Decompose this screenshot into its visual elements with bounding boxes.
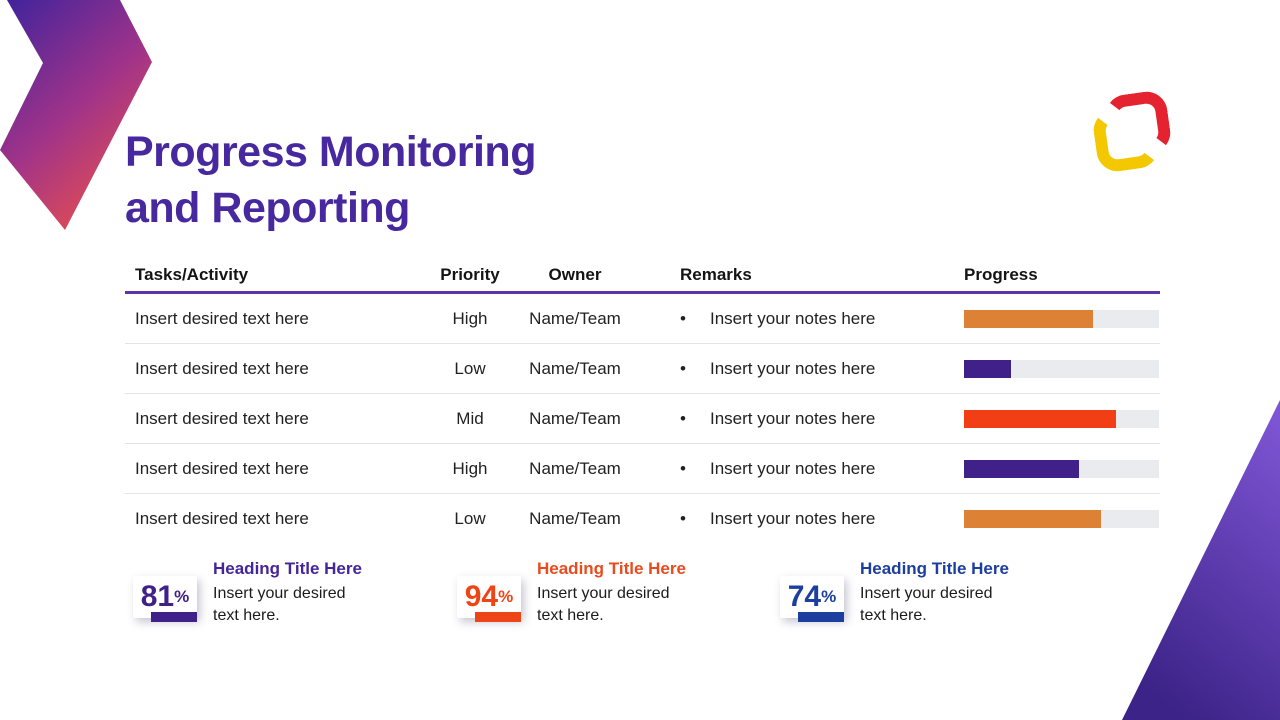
stat-value: 74 (787, 580, 822, 613)
owner-cell: Name/Team (529, 458, 621, 478)
stat-underline-bar (475, 612, 521, 622)
stat-body-line-2: text here. (860, 607, 927, 624)
table-header-row: Tasks/Activity Priority Owner Remarks Pr… (125, 258, 1160, 291)
progress-table: Tasks/Activity Priority Owner Remarks Pr… (125, 258, 1160, 543)
priority-cell: High (452, 458, 488, 478)
progress-bar-fill (964, 359, 1011, 378)
progress-bar-track (964, 509, 1159, 528)
stat-body-line-2: text here. (537, 607, 604, 624)
task-cell: Insert desired text here (135, 508, 309, 528)
progress-cell (950, 509, 1160, 528)
bullet-icon: • (680, 508, 686, 528)
stat-body-line-1: Insert your desired (860, 585, 993, 602)
owner-cell: Name/Team (529, 508, 621, 528)
task-cell: Insert desired text here (135, 358, 309, 378)
priority-cell: Low (454, 508, 486, 528)
stat-text: Heading Title Here Insert your desired t… (213, 558, 413, 627)
stat-text: Heading Title Here Insert your desired t… (537, 558, 737, 627)
task-cell: Insert desired text here (135, 458, 309, 478)
table-row: Insert desired text here High Name/Team … (125, 444, 1160, 494)
chevron-decoration (0, 0, 152, 230)
table-row: Insert desired text here Mid Name/Team •… (125, 394, 1160, 444)
stat-value: 81 (140, 580, 175, 613)
owner-cell: Name/Team (529, 358, 621, 378)
progress-bar-track (964, 459, 1159, 478)
stat-unit: % (498, 587, 514, 606)
triangle-decoration (1122, 400, 1280, 720)
col-header-tasks: Tasks/Activity (135, 264, 249, 284)
col-header-owner: Owner (548, 264, 602, 284)
stat-block: 81% Heading Title Here Insert your desir… (133, 558, 413, 644)
page-title-line-2: and Reporting (125, 184, 410, 232)
stat-underline-bar (798, 612, 844, 622)
table-row: Insert desired text here Low Name/Team •… (125, 344, 1160, 394)
remarks-text: Insert your notes here (710, 508, 876, 528)
remarks-cell: • Insert your notes here (640, 409, 950, 429)
stat-value-card: 94% (457, 576, 521, 622)
progress-bar-fill (964, 459, 1080, 478)
table-row: Insert desired text here High Name/Team … (125, 294, 1160, 344)
col-header-priority: Priority (440, 264, 500, 284)
col-header-remarks: Remarks (680, 264, 752, 284)
progress-bar-fill (964, 309, 1093, 328)
bullet-icon: • (680, 308, 686, 328)
stat-text: Heading Title Here Insert your desired t… (860, 558, 1060, 627)
bullet-icon: • (680, 408, 686, 428)
progress-cell (950, 409, 1160, 428)
priority-cell: Mid (456, 408, 484, 428)
stat-body-line-1: Insert your desired (537, 585, 670, 602)
stat-value-card: 74% (780, 576, 844, 622)
progress-cell (950, 309, 1160, 328)
progress-bar-track (964, 409, 1159, 428)
stat-heading: Heading Title Here (213, 559, 362, 578)
task-cell: Insert desired text here (135, 308, 309, 328)
page-title: Progress Monitoring and Reporting (125, 124, 536, 236)
bullet-icon: • (680, 458, 686, 478)
progress-bar-fill (964, 409, 1117, 428)
stat-unit: % (821, 587, 837, 606)
stat-heading: Heading Title Here (537, 559, 686, 578)
progress-cell (950, 459, 1160, 478)
owner-cell: Name/Team (529, 308, 621, 328)
owner-cell: Name/Team (529, 408, 621, 428)
page-title-line-1: Progress Monitoring (125, 128, 536, 176)
stat-body-line-2: text here. (213, 607, 280, 624)
priority-cell: Low (454, 358, 486, 378)
brand-logo (1090, 88, 1177, 176)
logo-yellow-arc-icon (1090, 103, 1162, 175)
stat-value-card: 81% (133, 576, 197, 622)
stat-value: 94 (464, 580, 499, 613)
progress-bar-track (964, 309, 1159, 328)
stat-heading: Heading Title Here (860, 559, 1009, 578)
priority-cell: High (452, 308, 488, 328)
remarks-cell: • Insert your notes here (640, 459, 950, 479)
remarks-cell: • Insert your notes here (640, 509, 950, 529)
task-cell: Insert desired text here (135, 408, 309, 428)
header-rule (125, 291, 1160, 294)
progress-cell (950, 359, 1160, 378)
progress-bar-track (964, 359, 1159, 378)
remarks-text: Insert your notes here (710, 458, 876, 478)
col-header-progress: Progress (964, 264, 1038, 284)
stat-unit: % (174, 587, 190, 606)
remarks-text: Insert your notes here (710, 408, 876, 428)
remarks-cell: • Insert your notes here (640, 359, 950, 379)
stat-block: 74% Heading Title Here Insert your desir… (780, 558, 1060, 644)
remarks-text: Insert your notes here (710, 308, 876, 328)
remarks-cell: • Insert your notes here (640, 309, 950, 329)
bullet-icon: • (680, 358, 686, 378)
table-row: Insert desired text here Low Name/Team •… (125, 494, 1160, 543)
stat-block: 94% Heading Title Here Insert your desir… (457, 558, 737, 644)
stat-underline-bar (151, 612, 197, 622)
progress-bar-fill (964, 509, 1101, 528)
remarks-text: Insert your notes here (710, 358, 876, 378)
stat-body-line-1: Insert your desired (213, 585, 346, 602)
